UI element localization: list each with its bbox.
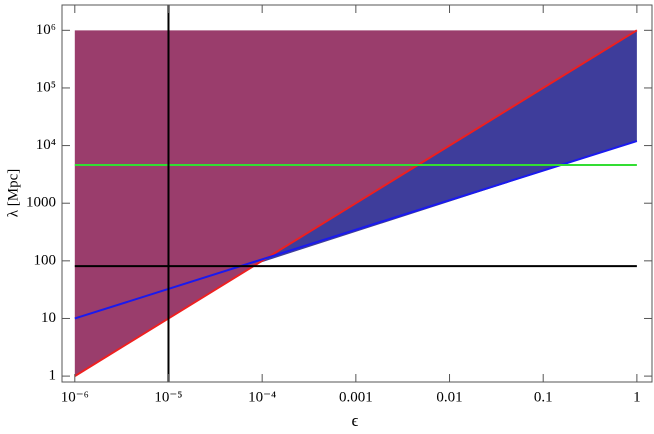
y-tick-label: 10⁴	[36, 137, 56, 153]
y-tick-label: 10⁶	[36, 22, 56, 38]
plot-frame	[61, 4, 653, 383]
x-tick-label: 10⁻⁶	[61, 389, 89, 405]
y-tick-label: 10	[41, 310, 56, 326]
x-tick-label: 0.1	[534, 389, 553, 405]
x-tick-label: 0.01	[436, 389, 462, 405]
x-tick-label: 0.001	[339, 389, 373, 405]
x-tick-label: 10⁻⁵	[154, 389, 182, 405]
y-axis-label: λ [Mpc]	[5, 169, 21, 218]
x-tick-label: 1	[633, 389, 641, 405]
y-tick-label: 10⁵	[36, 79, 56, 95]
x-tick-label: 10⁻⁴	[248, 389, 276, 405]
y-tick-label: 1	[49, 368, 57, 384]
x-axis-label: ϵ	[352, 411, 359, 430]
y-tick-label: 100	[34, 252, 57, 268]
y-tick-label: 1000	[26, 195, 56, 211]
